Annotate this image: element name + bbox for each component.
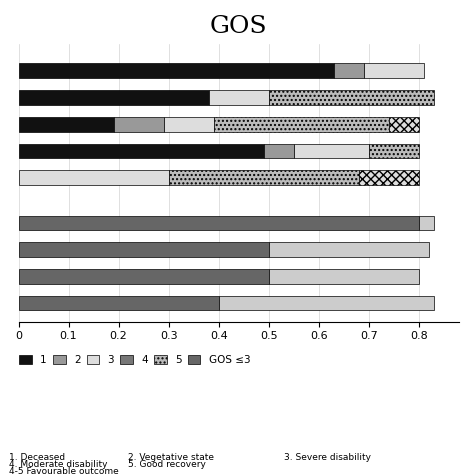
Text: 5. Good recovery: 5. Good recovery — [128, 460, 206, 469]
Bar — [18, 117, 114, 132]
Bar — [18, 269, 269, 284]
Bar — [18, 64, 334, 78]
Bar — [369, 144, 419, 158]
Bar — [264, 144, 294, 158]
Bar — [18, 144, 264, 158]
Bar — [269, 269, 419, 284]
Bar — [359, 170, 419, 185]
Bar — [114, 117, 164, 132]
Text: 1. Deceased: 1. Deceased — [9, 453, 65, 462]
Bar — [294, 144, 369, 158]
Text: 4. Moderate disability: 4. Moderate disability — [9, 460, 108, 469]
Bar — [209, 90, 269, 105]
Bar — [269, 242, 429, 257]
Bar — [18, 170, 169, 185]
Bar — [164, 117, 214, 132]
Bar — [18, 296, 219, 310]
Bar — [219, 296, 434, 310]
Bar — [364, 64, 424, 78]
Bar — [169, 170, 359, 185]
Bar — [389, 117, 419, 132]
Bar — [269, 90, 434, 105]
Bar — [334, 64, 364, 78]
Text: 2. Vegetative state: 2. Vegetative state — [128, 453, 214, 462]
Legend: 1, 2, 3, 4, 5, GOS ≤3: 1, 2, 3, 4, 5, GOS ≤3 — [19, 355, 250, 365]
Text: 4-5 Favourable outcome: 4-5 Favourable outcome — [9, 467, 119, 474]
Bar — [18, 90, 209, 105]
Bar — [18, 216, 419, 230]
Bar — [419, 216, 434, 230]
Text: 3. Severe disability: 3. Severe disability — [284, 453, 372, 462]
Title: GOS: GOS — [210, 15, 267, 38]
Bar — [18, 242, 269, 257]
Bar — [214, 117, 389, 132]
